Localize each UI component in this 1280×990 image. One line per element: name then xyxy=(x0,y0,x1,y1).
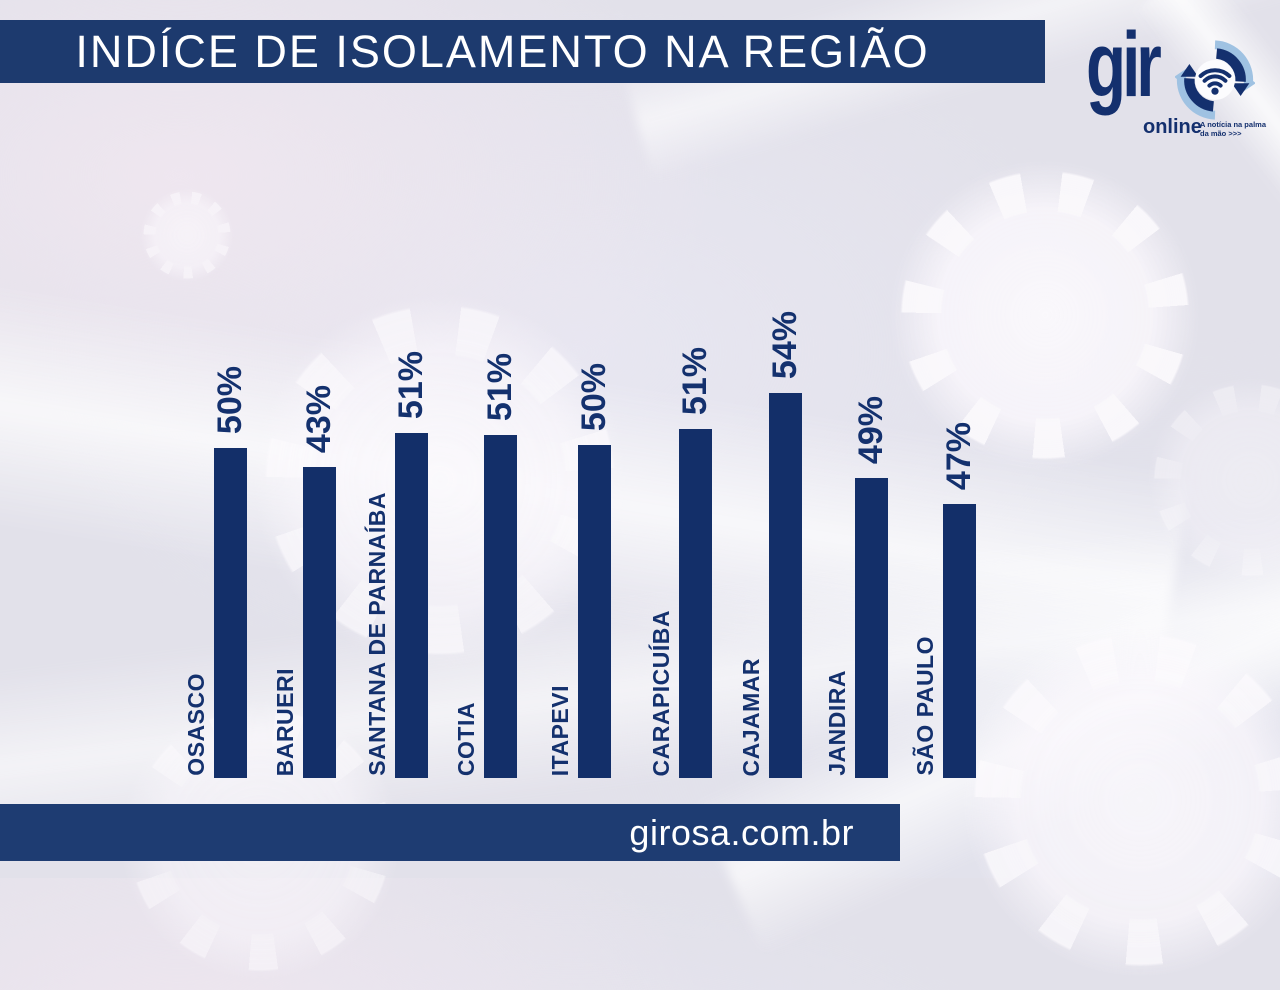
website-url: girosa.com.br xyxy=(629,812,854,853)
bar-category-label: JANDIRA xyxy=(824,670,850,776)
bar-category-label: COTIA xyxy=(453,701,479,776)
logo-brand-text: gir xyxy=(1086,14,1162,117)
bar-value-label: 47% xyxy=(939,421,978,490)
circular-arrows-wifi-icon xyxy=(1175,40,1255,120)
bar xyxy=(484,435,517,778)
bar xyxy=(303,467,336,778)
bar-category-label: OSASCO xyxy=(183,673,209,776)
bar xyxy=(395,433,428,778)
page-title: INDÍCE DE ISOLAMENTO NA REGIÃO xyxy=(75,26,930,77)
bar-category-label: ITAPEVI xyxy=(547,684,573,776)
bar-category-label: BARUERI xyxy=(272,667,298,776)
infographic-canvas: INDÍCE DE ISOLAMENTO NA REGIÃO gir xyxy=(0,0,1280,878)
title-banner: INDÍCE DE ISOLAMENTO NA REGIÃO xyxy=(0,20,1045,83)
bar-value-label: 51% xyxy=(391,350,430,419)
bar-value-label: 50% xyxy=(210,365,249,434)
giro-online-logo: gir online xyxy=(1086,19,1276,145)
bar-value-label: 50% xyxy=(574,362,613,431)
bar xyxy=(855,478,888,778)
bar-category-label: CARAPICUÍBA xyxy=(648,609,674,777)
bar-value-label: 51% xyxy=(480,352,519,421)
logo-subtitle: online xyxy=(1143,116,1202,138)
logo-tagline: A notícia na palma da mão >>> xyxy=(1200,120,1266,138)
bar-category-label: CAJAMAR xyxy=(738,657,764,777)
footer-banner: girosa.com.br xyxy=(0,804,900,861)
bar-value-label: 49% xyxy=(851,395,890,464)
bar-value-label: 43% xyxy=(299,384,338,453)
bar-value-label: 51% xyxy=(675,346,714,415)
bar xyxy=(214,448,247,778)
bar xyxy=(769,393,802,778)
bar-value-label: 54% xyxy=(765,310,804,379)
bar-category-label: SANTANA DE PARNAÍBA xyxy=(364,492,390,776)
bar xyxy=(679,429,712,778)
bar-category-label: SÃO PAULO xyxy=(912,636,938,776)
bar xyxy=(943,504,976,778)
bar-chart: 50% OSASCO 43% BARUERI 51% SANTANA DE PARNAÍB… xyxy=(183,310,978,778)
bar xyxy=(578,445,611,778)
